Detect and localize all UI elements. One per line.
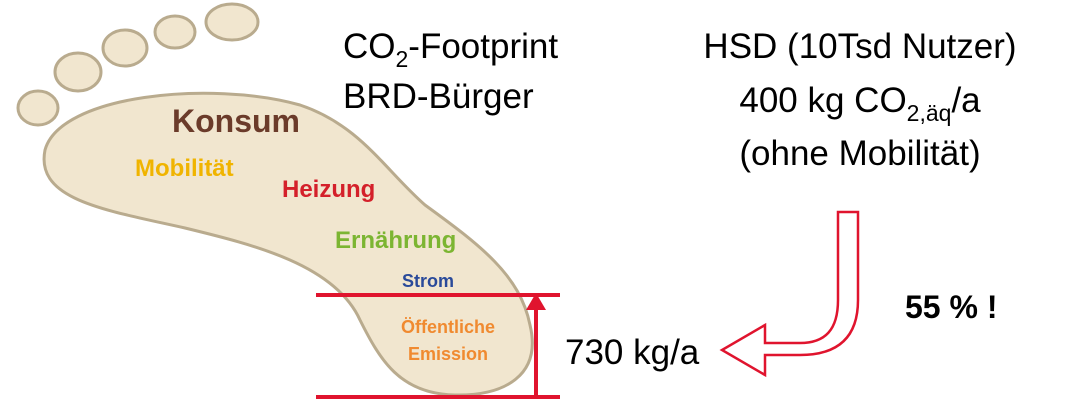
toe: [155, 16, 195, 48]
hollow-arrow: [722, 212, 858, 375]
subscript: 2: [396, 46, 409, 72]
share-label: 55 % !: [905, 289, 997, 325]
text: /a: [951, 81, 981, 120]
measure-label: 730 kg/a: [565, 333, 700, 372]
subscript: 2,äq: [907, 100, 952, 126]
footprint-label: Konsum: [172, 103, 300, 139]
footprint-label: Mobilität: [135, 155, 234, 182]
text: -Footprint: [408, 27, 558, 66]
left-heading: BRD-Bürger: [343, 77, 534, 116]
text: 400 kg CO: [739, 81, 906, 120]
toe: [55, 53, 101, 91]
toe: [18, 91, 58, 125]
footprint-label: Heizung: [282, 176, 375, 203]
toe: [103, 30, 147, 66]
left-heading: CO2-Footprint: [343, 27, 558, 72]
footprint-label: Emission: [408, 344, 488, 364]
footprint-label: Ernährung: [335, 227, 456, 254]
footprint-label: Öffentliche: [401, 317, 495, 337]
page: Konsum Mobilität Heizung Ernährung Strom…: [0, 0, 1070, 401]
right-heading: 400 kg CO2,äq/a: [739, 81, 981, 126]
right-heading: (ohne Mobilität): [739, 134, 980, 173]
right-heading: HSD (10Tsd Nutzer): [703, 27, 1016, 66]
footprint-label: Strom: [402, 271, 454, 291]
toe: [206, 4, 258, 40]
text: CO: [343, 27, 396, 66]
